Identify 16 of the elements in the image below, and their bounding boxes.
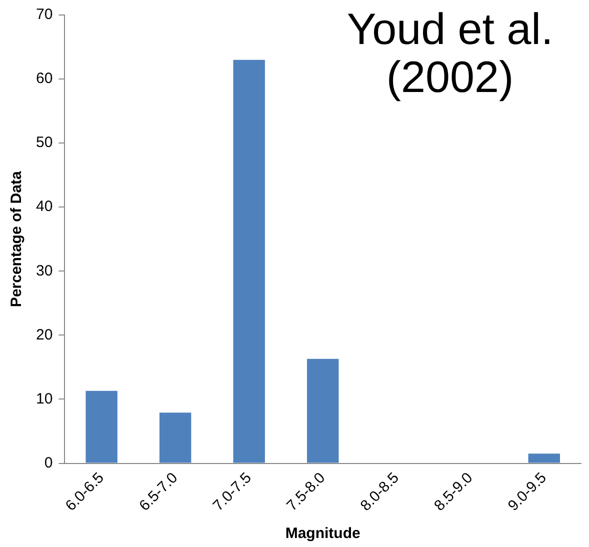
y-tick-label: 60 bbox=[36, 70, 53, 88]
y-axis-title: Percentage of Data bbox=[8, 170, 26, 308]
x-axis-title: Magnitude bbox=[285, 525, 360, 542]
bar bbox=[306, 358, 339, 463]
y-tick-label: 10 bbox=[36, 390, 53, 408]
y-tick-label: 40 bbox=[36, 198, 53, 216]
y-tick-label: 70 bbox=[36, 6, 53, 24]
bar bbox=[233, 60, 265, 463]
y-tick-label: 20 bbox=[36, 326, 53, 344]
bar bbox=[159, 412, 192, 463]
y-tick-label: 50 bbox=[36, 134, 53, 152]
bar bbox=[86, 390, 118, 463]
y-tick-label: 30 bbox=[36, 262, 53, 280]
bar bbox=[528, 454, 560, 463]
y-tick-label: 0 bbox=[44, 454, 53, 472]
annotation: Youd et al. (2002) bbox=[346, 5, 554, 102]
